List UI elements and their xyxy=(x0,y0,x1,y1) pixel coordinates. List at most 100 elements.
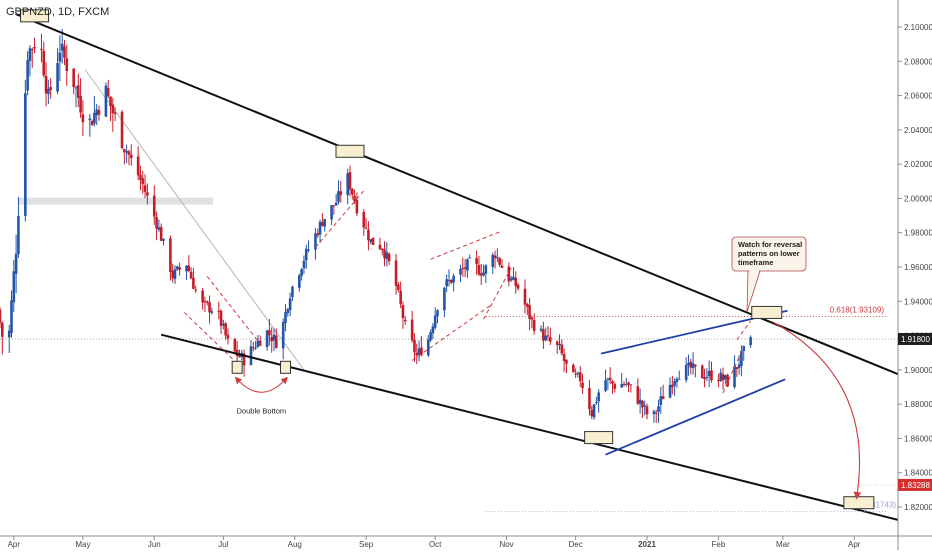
top-box-aug[interactable] xyxy=(335,144,365,158)
candle xyxy=(705,368,709,382)
candle-body xyxy=(175,266,179,270)
candle-body xyxy=(316,233,320,236)
candle-body xyxy=(28,48,32,62)
candle-body xyxy=(109,96,112,106)
candle-body xyxy=(496,257,499,259)
candle xyxy=(189,267,193,279)
candle xyxy=(590,405,594,420)
candle-body xyxy=(509,278,513,281)
candle xyxy=(436,309,439,324)
candle xyxy=(321,213,324,227)
candle-body xyxy=(0,309,2,323)
candle xyxy=(595,396,598,405)
candle-body xyxy=(30,49,34,51)
candle-body xyxy=(350,188,354,195)
candle-body xyxy=(624,383,628,385)
candle xyxy=(689,358,693,375)
candle-body xyxy=(226,334,230,339)
price-tick-label: 2.00000 xyxy=(904,194,932,203)
candle-body xyxy=(590,410,594,417)
price-tick-label: 1.88000 xyxy=(904,400,932,409)
candle xyxy=(337,180,340,205)
candle xyxy=(353,189,356,205)
candle-body xyxy=(155,216,158,229)
candle-body xyxy=(74,87,78,89)
candle xyxy=(30,47,34,68)
candle xyxy=(636,378,640,406)
last-price-badge-text: 1.91800 xyxy=(901,335,930,344)
wedge-meet-box[interactable] xyxy=(751,305,783,319)
candle-body xyxy=(733,366,736,388)
candle-body xyxy=(369,239,373,242)
candle xyxy=(514,271,518,294)
candle-body xyxy=(443,287,446,311)
candle xyxy=(155,211,158,241)
candle xyxy=(700,364,704,379)
candle xyxy=(233,337,237,353)
candle xyxy=(403,316,407,325)
candle-body xyxy=(433,315,437,328)
candle xyxy=(394,253,398,295)
candle xyxy=(251,341,255,352)
target-box[interactable] xyxy=(843,496,875,510)
candle-body xyxy=(562,353,566,362)
pattern-dashed-line xyxy=(483,267,512,320)
candle-body xyxy=(238,354,241,357)
fib-level-0618-label: 0.618(1.93109) xyxy=(830,306,885,315)
candle xyxy=(542,321,545,349)
rising-channel-bottom[interactable] xyxy=(605,378,786,456)
candle xyxy=(445,274,448,293)
candle-body xyxy=(705,376,709,379)
candle xyxy=(477,255,481,277)
candle-body xyxy=(189,271,193,279)
top-box-apr[interactable] xyxy=(20,9,50,23)
candle xyxy=(461,257,465,277)
candle-body xyxy=(58,52,62,62)
candle-body xyxy=(330,205,333,220)
candle xyxy=(7,324,11,354)
projection-arrow xyxy=(772,321,862,500)
double-bottom-label: Double Bottom xyxy=(237,406,287,415)
candle-body xyxy=(420,347,423,356)
candle xyxy=(512,267,515,281)
candle-body xyxy=(367,229,370,241)
candle xyxy=(749,335,752,348)
candle xyxy=(654,409,658,423)
candle xyxy=(426,335,430,358)
candle-body xyxy=(14,253,18,274)
candle xyxy=(201,287,204,310)
candle xyxy=(10,290,13,338)
candle-body xyxy=(608,377,612,381)
candle-body xyxy=(210,311,214,313)
candle-body xyxy=(673,381,676,386)
candle-body xyxy=(592,404,596,418)
candle xyxy=(304,244,308,269)
candle xyxy=(60,28,64,64)
candle xyxy=(530,315,534,329)
candle-body xyxy=(399,290,402,305)
candle xyxy=(307,240,310,253)
candle xyxy=(509,275,513,282)
candle-body xyxy=(627,382,630,385)
candle-body xyxy=(530,317,534,320)
candle xyxy=(40,33,43,63)
resistance-zone xyxy=(18,197,213,205)
candle-body xyxy=(717,379,720,381)
double-bottom-box-left[interactable] xyxy=(231,360,243,374)
time-tick-label: Aug xyxy=(288,540,302,549)
bottom-box-dec[interactable] xyxy=(584,431,614,445)
candle-body xyxy=(111,104,115,114)
upper-wedge-line[interactable] xyxy=(15,13,899,376)
candle xyxy=(106,79,110,99)
candle-body xyxy=(56,63,59,92)
candle xyxy=(546,326,550,341)
candle-body xyxy=(7,330,11,338)
double-bottom-box-right[interactable] xyxy=(280,360,292,374)
price-tick-label: 2.08000 xyxy=(904,57,932,66)
candle-body xyxy=(169,238,172,272)
time-tick-label: 2021 xyxy=(638,540,656,549)
candle xyxy=(268,318,271,346)
